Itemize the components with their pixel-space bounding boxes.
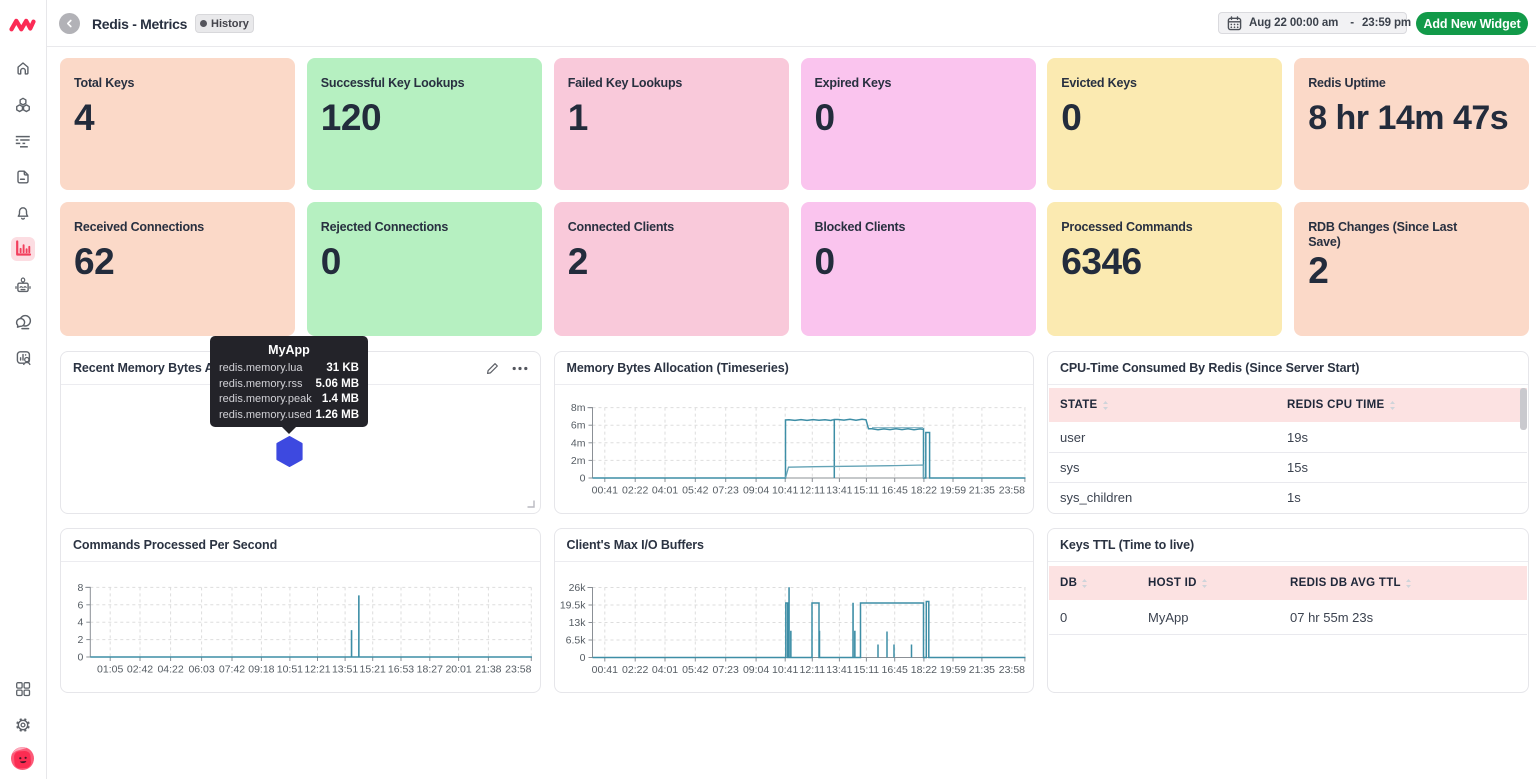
svg-text:12:11: 12:11 — [799, 485, 825, 497]
svg-text:6m: 6m — [570, 420, 585, 432]
svg-text:21:35: 21:35 — [968, 664, 994, 676]
svg-text:2m: 2m — [570, 455, 585, 467]
svg-text:4: 4 — [77, 617, 83, 629]
svg-text:02:22: 02:22 — [622, 664, 648, 676]
svg-text:20:01: 20:01 — [445, 664, 471, 676]
svg-text:15:11: 15:11 — [853, 664, 879, 676]
svg-text:18:22: 18:22 — [910, 485, 936, 497]
svg-text:09:04: 09:04 — [742, 485, 768, 497]
svg-text:07:23: 07:23 — [712, 485, 738, 497]
svg-text:18:22: 18:22 — [910, 664, 936, 676]
svg-text:15:11: 15:11 — [853, 485, 879, 497]
svg-text:4m: 4m — [570, 437, 585, 449]
svg-text:0: 0 — [77, 652, 83, 664]
svg-text:21:35: 21:35 — [968, 485, 994, 497]
svg-text:8m: 8m — [570, 402, 585, 414]
svg-text:00:41: 00:41 — [591, 485, 617, 497]
svg-text:10:51: 10:51 — [277, 664, 303, 676]
svg-text:04:01: 04:01 — [651, 485, 677, 497]
svg-text:05:42: 05:42 — [682, 664, 708, 676]
svg-text:09:18: 09:18 — [248, 664, 274, 676]
svg-text:10:41: 10:41 — [772, 664, 798, 676]
svg-text:04:22: 04:22 — [157, 664, 183, 676]
svg-text:21:38: 21:38 — [475, 664, 501, 676]
svg-text:19:59: 19:59 — [939, 664, 965, 676]
svg-text:16:53: 16:53 — [388, 664, 414, 676]
svg-text:18:27: 18:27 — [417, 664, 443, 676]
svg-text:15:21: 15:21 — [360, 664, 386, 676]
svg-text:04:01: 04:01 — [651, 664, 677, 676]
svg-text:0: 0 — [579, 473, 585, 485]
svg-text:06:03: 06:03 — [188, 664, 214, 676]
svg-text:07:23: 07:23 — [712, 664, 738, 676]
svg-text:12:21: 12:21 — [304, 664, 330, 676]
svg-text:01:05: 01:05 — [97, 664, 123, 676]
svg-text:0: 0 — [579, 652, 585, 664]
svg-text:19.5k: 19.5k — [559, 600, 585, 612]
svg-text:2: 2 — [77, 634, 83, 646]
svg-text:02:42: 02:42 — [127, 664, 153, 676]
svg-text:19:59: 19:59 — [939, 485, 965, 497]
svg-text:13:41: 13:41 — [826, 485, 852, 497]
svg-text:07:42: 07:42 — [219, 664, 245, 676]
svg-text:23:58: 23:58 — [998, 485, 1024, 497]
svg-text:13k: 13k — [568, 617, 586, 629]
svg-text:09:04: 09:04 — [742, 664, 768, 676]
svg-text:16:45: 16:45 — [881, 664, 907, 676]
svg-text:10:41: 10:41 — [772, 485, 798, 497]
svg-text:23:58: 23:58 — [505, 664, 531, 676]
svg-text:8: 8 — [77, 582, 83, 594]
svg-text:00:41: 00:41 — [591, 664, 617, 676]
svg-text:05:42: 05:42 — [682, 485, 708, 497]
svg-text:13:41: 13:41 — [826, 664, 852, 676]
svg-text:23:58: 23:58 — [998, 664, 1024, 676]
svg-text:13:51: 13:51 — [332, 664, 358, 676]
svg-text:6: 6 — [77, 599, 83, 611]
svg-text:16:45: 16:45 — [881, 485, 907, 497]
svg-text:02:22: 02:22 — [622, 485, 648, 497]
svg-text:26k: 26k — [568, 582, 586, 594]
svg-text:6.5k: 6.5k — [565, 635, 586, 647]
svg-text:12:11: 12:11 — [799, 664, 825, 676]
